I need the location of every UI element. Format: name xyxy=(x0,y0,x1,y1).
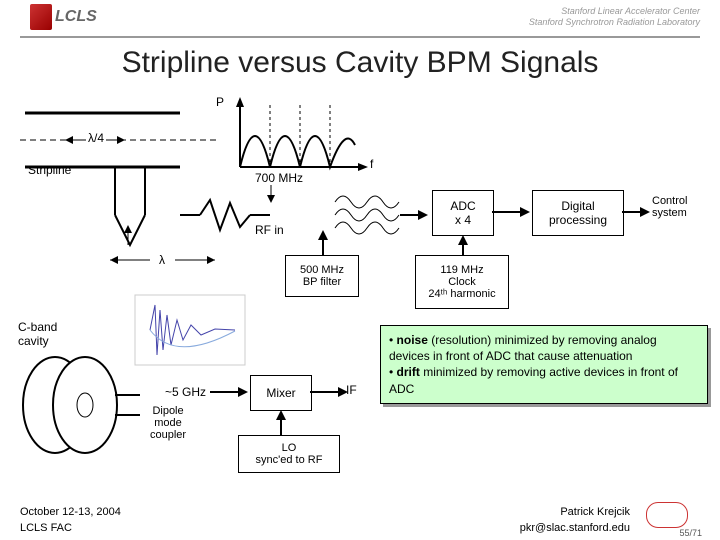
control-label: Control system xyxy=(652,195,687,219)
slide-title: Stripline versus Cavity BPM Signals xyxy=(0,46,720,80)
lcls-text: LCLS xyxy=(55,8,97,26)
diagram-stage: λ/4 Stripline λ P f 700 MHz RF in ADC x … xyxy=(0,95,720,495)
cavity-drawing xyxy=(15,355,145,465)
slac-line1: Stanford Linear Accelerator Center xyxy=(561,6,700,16)
arrow-700-down xyxy=(266,185,276,203)
arrow-lo-mixer xyxy=(276,410,286,435)
arrow-dproc-ctrl xyxy=(622,207,652,217)
bp-filter-box: 500 MHz BP filter xyxy=(285,255,359,297)
ssrl-logo xyxy=(646,502,688,528)
arrow-clk-adc xyxy=(458,235,468,255)
header-rule xyxy=(20,36,700,38)
decay-thumb xyxy=(135,295,245,365)
arrow-bp-up xyxy=(318,230,328,255)
spectrum-plot xyxy=(230,95,370,175)
lambda-arrows xyxy=(105,250,225,270)
header: LCLS Stanford Linear Accelerator Center … xyxy=(0,0,720,40)
arrow-to-mixer xyxy=(210,387,250,397)
footer-date: October 12-13, 2004 xyxy=(20,506,121,518)
footer-author: Patrick Krejcik xyxy=(560,506,630,518)
footer-org: LCLS FAC xyxy=(20,522,72,534)
sine-icon xyxy=(330,190,410,240)
page-num: 55/71 xyxy=(679,528,702,538)
700mhz-label: 700 MHz xyxy=(255,171,303,185)
ghz5-label: ~5 GHz xyxy=(165,385,206,399)
p-label: P xyxy=(216,95,224,109)
slac-text: Stanford Linear Accelerator Center Stanf… xyxy=(529,6,700,28)
footer-email: pkr@slac.stanford.edu xyxy=(520,522,630,534)
lo-box: LO sync'ed to RF xyxy=(238,435,340,473)
dipole-label: Dipole mode coupler xyxy=(150,405,186,441)
footer: October 12-13, 2004 LCLS FAC Patrick Kre… xyxy=(0,500,720,540)
stripline-label: Stripline xyxy=(28,163,71,177)
f-label: f xyxy=(370,157,373,171)
arrow-if xyxy=(310,387,350,397)
dproc-box: Digital processing xyxy=(532,190,624,236)
mixer-box: Mixer xyxy=(250,375,312,411)
lambda-label: λ xyxy=(159,253,165,267)
arrow-adc-dproc xyxy=(492,207,532,217)
if-label: IF xyxy=(346,383,357,397)
clock-box: 119 MHz Clock 24ᵗʰ harmonic xyxy=(415,255,509,309)
slac-line2: Stanford Synchrotron Radiation Laborator… xyxy=(529,17,700,27)
note-box: • noise (resolution) minimized by removi… xyxy=(380,325,708,404)
lambda4-label: λ/4 xyxy=(86,131,106,145)
lcls-logo xyxy=(30,4,52,30)
note-text: • noise (resolution) minimized by removi… xyxy=(389,333,678,396)
rfin-label: RF in xyxy=(255,223,284,237)
adc-box: ADC x 4 xyxy=(432,190,494,236)
cband-label: C-band cavity xyxy=(18,320,57,348)
